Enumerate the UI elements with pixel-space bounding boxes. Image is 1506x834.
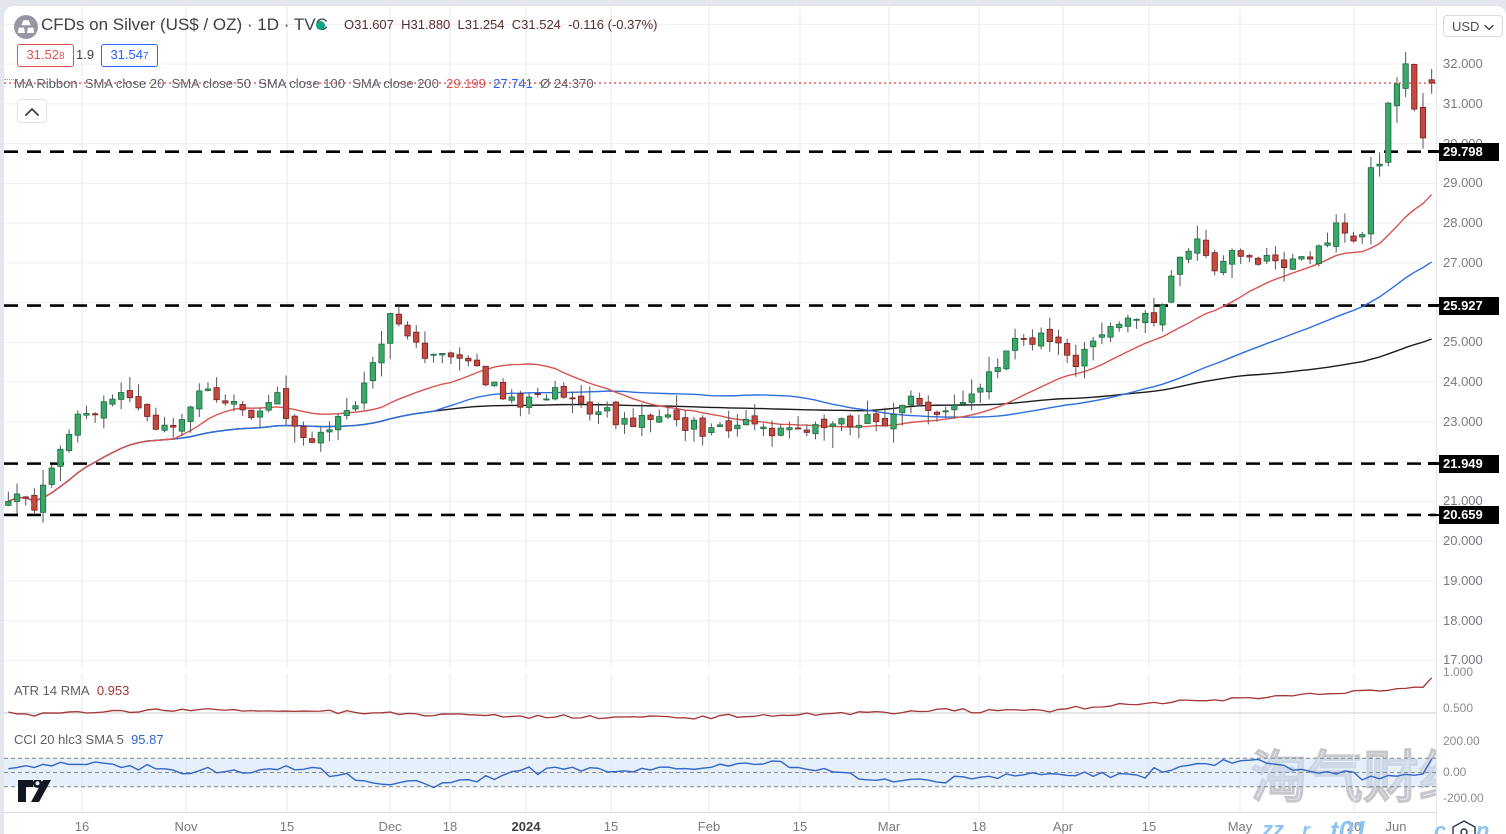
svg-text:t01: t01: [1330, 815, 1368, 834]
svg-text:zz: zz: [1262, 817, 1284, 834]
svg-text:c: c: [1434, 818, 1446, 834]
svg-text:r: r: [1302, 820, 1311, 834]
svg-text:.: .: [1425, 818, 1431, 834]
svg-text:n: n: [1476, 818, 1489, 834]
